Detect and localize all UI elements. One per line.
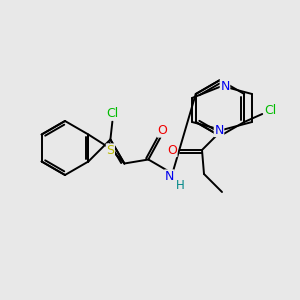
Text: S: S bbox=[106, 144, 114, 157]
Text: Cl: Cl bbox=[264, 103, 276, 116]
Text: H: H bbox=[176, 179, 185, 192]
Text: N: N bbox=[214, 124, 224, 136]
Text: O: O bbox=[167, 143, 177, 157]
Text: N: N bbox=[220, 80, 230, 92]
Text: O: O bbox=[158, 124, 167, 137]
Text: Cl: Cl bbox=[106, 107, 118, 120]
Text: N: N bbox=[165, 170, 174, 183]
